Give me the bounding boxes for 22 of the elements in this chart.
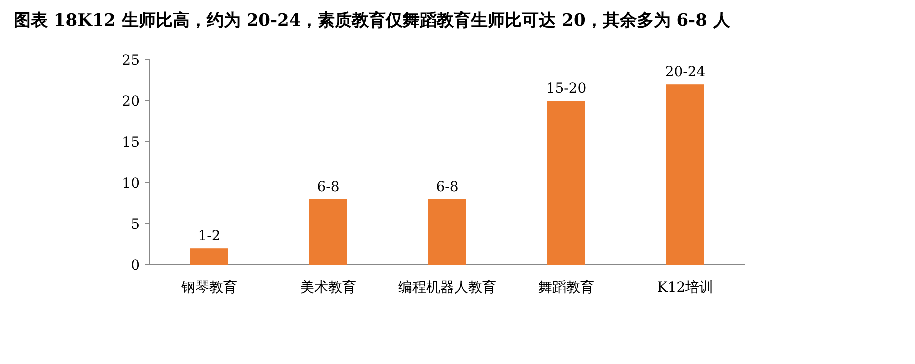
data-label: 20-24	[665, 64, 706, 81]
data-label: 6-8	[436, 179, 459, 196]
y-tick-label: 20	[122, 94, 140, 110]
y-tick-label: 10	[122, 176, 140, 192]
data-label: 1-2	[198, 228, 221, 245]
data-label: 15-20	[546, 81, 587, 97]
bar	[428, 199, 466, 265]
x-tick-label: 美术教育	[300, 279, 356, 296]
bar	[548, 101, 586, 265]
bar	[190, 248, 228, 265]
x-tick-label: 舞蹈教育	[538, 279, 594, 296]
chart-title: 图表 18K12 生师比高，约为 20-24，素质教育仅舞蹈教育生师比可达 20，其余多为 6-8 人	[14, 10, 732, 31]
bar	[666, 84, 704, 265]
x-tick-label: 编程机器人教育	[398, 279, 496, 296]
y-tick-label: 0	[131, 258, 140, 274]
data-label: 6-8	[317, 179, 340, 196]
y-tick-label: 25	[122, 53, 140, 69]
bar	[310, 199, 348, 265]
x-tick-label: 钢琴教育	[180, 279, 238, 296]
x-tick-label: K12培训	[657, 280, 714, 296]
y-tick-label: 15	[122, 135, 140, 151]
y-tick-label: 5	[131, 217, 140, 233]
